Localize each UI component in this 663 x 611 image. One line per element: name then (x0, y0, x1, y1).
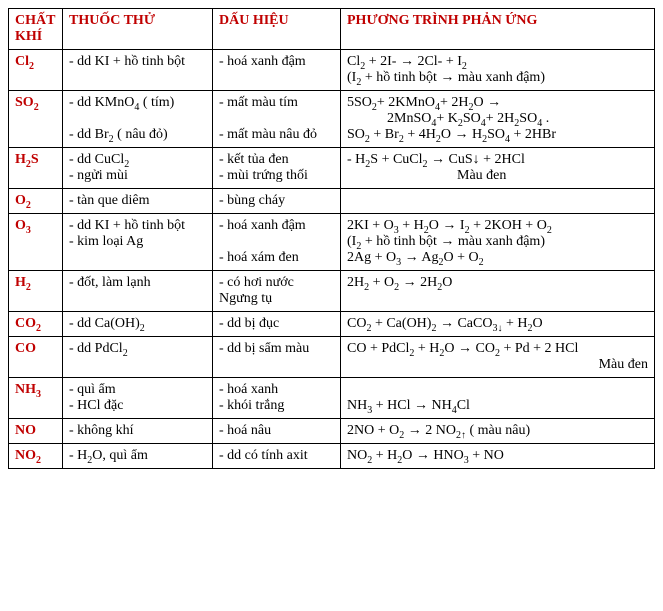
reagent-cell: - dd CuCl2 - ngửi mùi (63, 148, 213, 189)
header-equation: PHƯƠNG TRÌNH PHẢN ỨNG (341, 9, 655, 50)
equation-cell: 5SO2+ 2KMnO4+ 2H2O →2MnSO4+ K2SO4+ 2H2SO… (341, 91, 655, 148)
header-row: CHẤT KHÍ THUỐC THỬ DẤU HIỆU PHƯƠNG TRÌNH… (9, 9, 655, 50)
reagent-cell: - H2O, quì ẩm (63, 444, 213, 469)
sign-cell: - hoá nâu (213, 419, 341, 444)
table-row: CO2 - dd Ca(OH)2 - dd bị đụcCO2 + Ca(OH)… (9, 312, 655, 337)
reagent-cell: - dd KI + hồ tinh bột (63, 50, 213, 91)
sign-cell: - kết tủa đen - mùi trứng thối (213, 148, 341, 189)
table-row: CO - dd PdCl2 - dd bị sẩm màuCO + PdCl2 … (9, 337, 655, 378)
equation-cell: Cl2 + 2I- → 2Cl- + I2(I2 + hồ tinh bột →… (341, 50, 655, 91)
table-row: H2 - đốt, làm lạnh - có hơi nước Ngưng t… (9, 271, 655, 312)
gas-cell: Cl2 (9, 50, 63, 91)
table-row: NH3 - quì ẩm - HCl đặc - hoá xanh - khói… (9, 378, 655, 419)
gas-cell: CO (9, 337, 63, 378)
identification-table: CHẤT KHÍ THUỐC THỬ DẤU HIỆU PHƯƠNG TRÌNH… (8, 8, 655, 469)
equation-cell: 2KI + O3 + H2O → I2 + 2KOH + O2(I2 + hồ … (341, 214, 655, 271)
gas-cell: NH3 (9, 378, 63, 419)
equation-cell: 2H2 + O2 → 2H2O (341, 271, 655, 312)
sign-cell: - bùng cháy (213, 189, 341, 214)
reagent-cell: - không khí (63, 419, 213, 444)
sign-cell: - hoá xanh đậm (213, 50, 341, 91)
table-row: H2S - dd CuCl2 - ngửi mùi - kết tủa đen … (9, 148, 655, 189)
header-sign: DẤU HIỆU (213, 9, 341, 50)
equation-cell: CO + PdCl2 + H2O → CO2 + Pd + 2 HClMàu đ… (341, 337, 655, 378)
gas-cell: SO2 (9, 91, 63, 148)
gas-cell: NO (9, 419, 63, 444)
reagent-cell: - dd Ca(OH)2 (63, 312, 213, 337)
table-row: SO2 - dd KMnO4 ( tím) - dd Br2 ( nâu đỏ)… (9, 91, 655, 148)
equation-cell: 2NO + O2 → 2 NO2↑ ( màu nâu) (341, 419, 655, 444)
gas-cell: CO2 (9, 312, 63, 337)
table-row: O2 - tàn que diêm - bùng cháy (9, 189, 655, 214)
table-body: Cl2 - dd KI + hồ tinh bột - hoá xanh đậm… (9, 50, 655, 469)
reagent-cell: - dd KMnO4 ( tím) - dd Br2 ( nâu đỏ) (63, 91, 213, 148)
reagent-cell: - tàn que diêm (63, 189, 213, 214)
gas-cell: NO2 (9, 444, 63, 469)
sign-cell: - hoá xanh đậm - hoá xám đen (213, 214, 341, 271)
header-reagent: THUỐC THỬ (63, 9, 213, 50)
reagent-cell: - dd PdCl2 (63, 337, 213, 378)
sign-cell: - mất màu tím - mất màu nâu đỏ (213, 91, 341, 148)
table-row: O3 - dd KI + hồ tinh bột - kim loại Ag -… (9, 214, 655, 271)
table-row: NO2 - H2O, quì ẩm - dd có tính axitNO2 +… (9, 444, 655, 469)
equation-cell: CO2 + Ca(OH)2 → CaCO3↓ + H2O (341, 312, 655, 337)
table-row: Cl2 - dd KI + hồ tinh bột - hoá xanh đậm… (9, 50, 655, 91)
reagent-cell: - quì ẩm - HCl đặc (63, 378, 213, 419)
sign-cell: - hoá xanh - khói trắng (213, 378, 341, 419)
sign-cell: - dd có tính axit (213, 444, 341, 469)
table-row: NO - không khí - hoá nâu2NO + O2 → 2 NO2… (9, 419, 655, 444)
equation-cell (341, 189, 655, 214)
header-gas: CHẤT KHÍ (9, 9, 63, 50)
gas-cell: H2S (9, 148, 63, 189)
sign-cell: - dd bị đục (213, 312, 341, 337)
gas-cell: H2 (9, 271, 63, 312)
gas-cell: O2 (9, 189, 63, 214)
equation-cell: NO2 + H2O → HNO3 + NO (341, 444, 655, 469)
sign-cell: - có hơi nước Ngưng tụ (213, 271, 341, 312)
reagent-cell: - dd KI + hồ tinh bột - kim loại Ag (63, 214, 213, 271)
reagent-cell: - đốt, làm lạnh (63, 271, 213, 312)
equation-cell: NH3 + HCl → NH4Cl (341, 378, 655, 419)
gas-cell: O3 (9, 214, 63, 271)
equation-cell: - H2S + CuCl2 → CuS↓ + 2HClMàu đen (341, 148, 655, 189)
sign-cell: - dd bị sẩm màu (213, 337, 341, 378)
